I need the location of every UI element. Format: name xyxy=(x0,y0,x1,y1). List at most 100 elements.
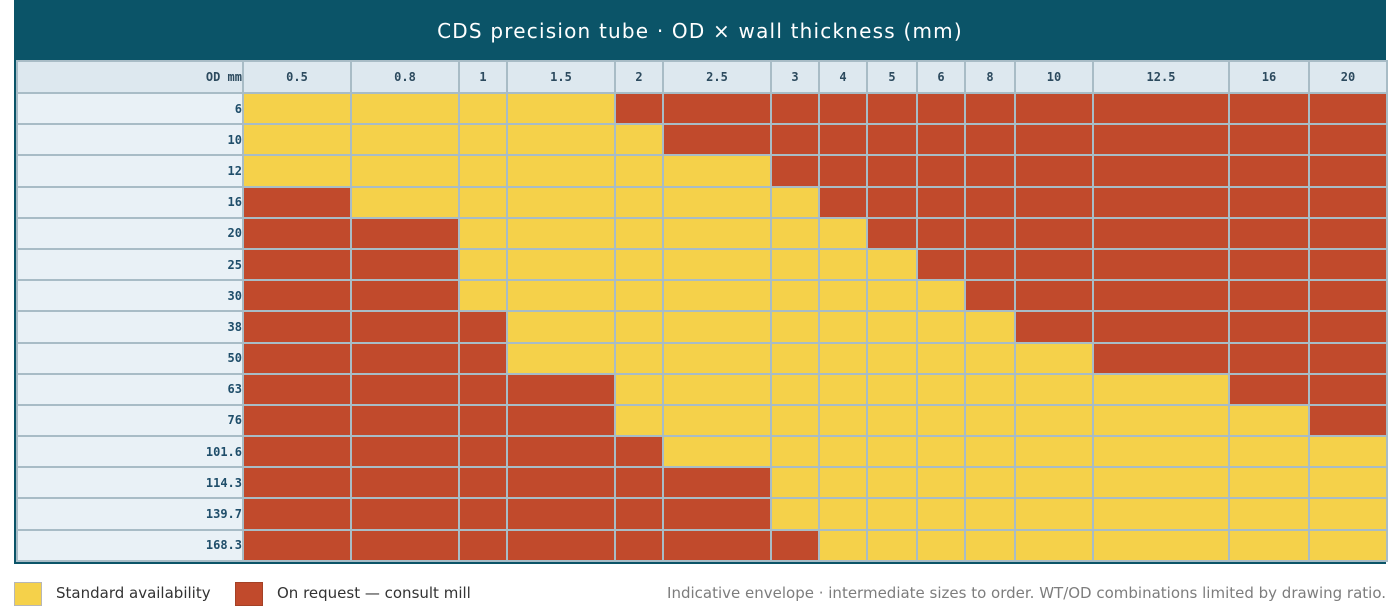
column-header-wt-8: 8 xyxy=(964,60,1016,94)
column-header-wt-12.5: 12.5 xyxy=(1092,60,1230,94)
heatmap-cell xyxy=(350,372,460,406)
heatmap-cell xyxy=(1308,403,1388,438)
heatmap-cell xyxy=(350,154,460,188)
row-header-od-12: 12 xyxy=(16,154,244,188)
heatmap-cell xyxy=(916,528,966,563)
heatmap-cell xyxy=(506,216,616,250)
heatmap-cell xyxy=(964,372,1016,406)
heatmap-cell xyxy=(350,310,460,344)
heatmap-cell xyxy=(1308,91,1388,126)
table-row: 101.6 xyxy=(16,435,1388,469)
heatmap-cell xyxy=(866,403,918,438)
heatmap-cell xyxy=(770,341,820,375)
chart-title: CDS precision tube · OD × wall thickness… xyxy=(16,2,1384,60)
row-header-od-101.6: 101.6 xyxy=(16,435,244,469)
heatmap-cell xyxy=(1092,154,1230,188)
heatmap-cell xyxy=(614,91,664,126)
row-header-od-6: 6 xyxy=(16,91,244,126)
heatmap-cell xyxy=(770,123,820,157)
heatmap-cell xyxy=(1228,372,1310,406)
heatmap-cell xyxy=(916,435,966,469)
heatmap-cell xyxy=(662,247,772,282)
heatmap-cell xyxy=(1308,341,1388,375)
row-header-od-139.7: 139.7 xyxy=(16,497,244,531)
heatmap-cell xyxy=(916,247,966,282)
heatmap-cell xyxy=(1092,310,1230,344)
row-header-od-76: 76 xyxy=(16,403,244,438)
heatmap-cell xyxy=(614,403,664,438)
row-header-od-10: 10 xyxy=(16,123,244,157)
legend-swatch-on-request xyxy=(235,582,263,606)
heatmap-cell xyxy=(614,341,664,375)
heatmap-cell xyxy=(242,91,352,126)
heatmap-cell xyxy=(614,123,664,157)
heatmap-cell xyxy=(350,497,460,531)
heatmap-cell xyxy=(770,497,820,531)
heatmap-cell xyxy=(458,185,508,219)
table-row: 16 xyxy=(16,185,1388,219)
heatmap-cell xyxy=(350,528,460,563)
heatmap-cell xyxy=(770,154,820,188)
heatmap-cell xyxy=(818,216,868,250)
table-row: 139.7 xyxy=(16,497,1388,531)
row-header-od-114.3: 114.3 xyxy=(16,466,244,500)
heatmap-cell xyxy=(916,154,966,188)
heatmap-cell xyxy=(350,91,460,126)
heatmap-cell xyxy=(242,372,352,406)
heatmap-cell xyxy=(1092,341,1230,375)
row-header-od-50: 50 xyxy=(16,341,244,375)
heatmap-cell xyxy=(242,310,352,344)
heatmap-cell xyxy=(1308,466,1388,500)
heatmap-cell xyxy=(866,310,918,344)
heatmap-cell xyxy=(1014,497,1094,531)
heatmap-cell xyxy=(506,528,616,563)
heatmap-cell xyxy=(1092,279,1230,313)
heatmap-cell xyxy=(1092,216,1230,250)
heatmap-cell xyxy=(818,247,868,282)
heatmap-cell xyxy=(614,528,664,563)
heatmap-cell xyxy=(506,435,616,469)
heatmap-cell xyxy=(818,403,868,438)
heatmap-cell xyxy=(866,91,918,126)
heatmap-cell xyxy=(458,279,508,313)
heatmap-cell xyxy=(916,497,966,531)
heatmap-cell xyxy=(866,279,918,313)
heatmap-cell xyxy=(1308,185,1388,219)
column-header-wt-4: 4 xyxy=(818,60,868,94)
table-row: 10 xyxy=(16,123,1388,157)
heatmap-cell xyxy=(964,185,1016,219)
heatmap-cell xyxy=(916,185,966,219)
heatmap-cell xyxy=(242,123,352,157)
heatmap-cell xyxy=(506,403,616,438)
heatmap-cell xyxy=(818,528,868,563)
table-row: 6 xyxy=(16,91,1388,126)
heatmap-cell xyxy=(506,123,616,157)
heatmap-cell xyxy=(614,154,664,188)
heatmap-cell xyxy=(350,123,460,157)
column-header-wt-0.5: 0.5 xyxy=(242,60,352,94)
heatmap-cell xyxy=(770,216,820,250)
heatmap-cell xyxy=(818,497,868,531)
heatmap-cell xyxy=(964,341,1016,375)
heatmap-cell xyxy=(1308,123,1388,157)
heatmap-cell xyxy=(350,403,460,438)
heatmap-cell xyxy=(1014,528,1094,563)
heatmap-cell xyxy=(350,466,460,500)
heatmap-cell xyxy=(866,372,918,406)
heatmap-cell xyxy=(458,466,508,500)
heatmap-cell xyxy=(242,497,352,531)
heatmap-cell xyxy=(818,466,868,500)
heatmap-cell xyxy=(614,466,664,500)
row-header-od-25: 25 xyxy=(16,247,244,282)
heatmap-cell xyxy=(614,279,664,313)
heatmap-cell xyxy=(506,185,616,219)
heatmap-cell xyxy=(1014,247,1094,282)
heatmap-cell xyxy=(350,435,460,469)
heatmap-cell xyxy=(770,310,820,344)
heatmap-cell xyxy=(964,497,1016,531)
header-row: OD mm 0.5 0.8 1 1.5 2 2.5 3 4 5 6 8 10 12.5 16 20 xyxy=(16,60,1388,94)
row-header-od-38: 38 xyxy=(16,310,244,344)
corner-label: OD mm xyxy=(16,60,244,94)
heatmap-cell xyxy=(964,279,1016,313)
heatmap-cell xyxy=(916,216,966,250)
